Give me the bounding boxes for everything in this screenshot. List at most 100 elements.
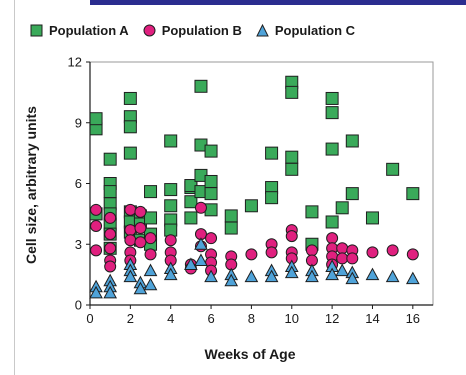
x-tick-label: 10 xyxy=(285,311,299,326)
data-point-square xyxy=(325,142,339,156)
data-point-circle xyxy=(245,248,258,261)
data-point-circle xyxy=(366,246,379,259)
data-point-square xyxy=(144,211,158,225)
header-accent-bar xyxy=(90,0,466,5)
data-point-square xyxy=(123,146,137,160)
data-point-triangle xyxy=(284,265,299,279)
legend-item-population-c: Population C xyxy=(256,23,355,38)
data-point-triangle xyxy=(335,263,350,277)
data-point-triangle xyxy=(194,253,208,266)
data-point-square xyxy=(89,112,103,126)
data-point-circle xyxy=(326,232,339,245)
x-axis-label: Weeks of Age xyxy=(204,346,296,362)
data-point-triangle xyxy=(305,269,319,283)
data-point-triangle xyxy=(123,269,138,283)
data-point-square xyxy=(144,185,158,199)
data-point-square xyxy=(345,187,359,201)
x-tick-label: 6 xyxy=(207,311,214,326)
data-point-square xyxy=(335,201,349,215)
data-point-square xyxy=(285,85,299,99)
data-point-circle xyxy=(124,203,137,216)
data-point-circle xyxy=(124,234,137,247)
data-point-circle xyxy=(134,222,147,235)
data-point-triangle xyxy=(345,271,360,285)
data-point-circle xyxy=(285,230,298,243)
legend-circle-icon xyxy=(143,24,156,36)
data-point-square xyxy=(345,134,359,148)
data-point-square xyxy=(123,91,137,105)
data-point-circle xyxy=(144,232,157,245)
data-point-circle xyxy=(90,203,103,216)
data-point-triangle xyxy=(244,269,259,283)
data-point-triangle xyxy=(224,273,239,287)
data-point-triangle xyxy=(194,237,208,250)
data-point-triangle xyxy=(89,285,103,299)
data-point-square xyxy=(103,185,117,199)
data-point-square xyxy=(325,106,339,120)
data-point-square xyxy=(386,162,400,176)
legend-label-population-c: Population C xyxy=(274,22,356,38)
data-point-square xyxy=(164,183,178,197)
data-point-triangle xyxy=(143,277,158,291)
data-point-circle xyxy=(104,242,117,255)
data-point-triangle xyxy=(264,269,279,283)
data-point-square xyxy=(325,91,339,105)
data-point-square xyxy=(265,191,279,205)
y-tick-label: 3 xyxy=(75,237,82,252)
y-tick-label: 9 xyxy=(75,115,82,130)
data-point-square xyxy=(224,221,238,235)
data-point-circle xyxy=(205,232,218,245)
legend-item-population-a: Population A xyxy=(30,23,129,38)
data-point-triangle xyxy=(143,263,158,277)
y-tick-label: 0 xyxy=(75,298,82,313)
y-axis-label: Cell size, arbitrary units xyxy=(23,106,39,264)
data-point-circle xyxy=(134,236,147,249)
data-point-circle xyxy=(336,252,349,265)
plot-area xyxy=(89,61,434,306)
data-point-square xyxy=(123,120,137,134)
data-point-circle xyxy=(90,220,103,233)
data-point-square xyxy=(244,199,258,213)
legend-label-population-a: Population A xyxy=(49,22,129,38)
data-point-square xyxy=(194,79,208,93)
data-point-triangle xyxy=(163,267,178,281)
legend-square-icon xyxy=(30,24,43,36)
data-point-circle xyxy=(386,244,399,257)
legend: Population A Population B Population C xyxy=(30,20,466,40)
data-point-triangle xyxy=(103,285,118,299)
data-point-square xyxy=(305,205,319,219)
data-point-triangle xyxy=(204,269,218,283)
data-point-circle xyxy=(265,246,278,259)
data-point-square xyxy=(365,211,379,225)
data-point-triangle xyxy=(385,269,400,283)
data-point-square xyxy=(164,134,178,148)
data-point-circle xyxy=(104,228,117,241)
data-point-square xyxy=(224,209,238,223)
data-point-square xyxy=(164,199,178,213)
legend-triangle-icon xyxy=(256,23,269,36)
legend-item-population-b: Population B xyxy=(143,23,242,38)
data-point-square xyxy=(406,187,420,201)
data-point-circle xyxy=(164,234,177,247)
legend-label-population-b: Population B xyxy=(161,22,242,38)
data-point-square xyxy=(285,150,299,164)
data-point-circle xyxy=(90,244,103,257)
data-point-circle xyxy=(406,248,419,261)
data-point-triangle xyxy=(133,281,148,295)
x-tick-label: 0 xyxy=(86,311,93,326)
x-tick-label: 2 xyxy=(127,311,134,326)
data-point-triangle xyxy=(184,257,198,270)
data-point-circle xyxy=(346,252,359,265)
data-point-square xyxy=(204,144,218,158)
data-point-circle xyxy=(144,248,157,261)
data-point-square xyxy=(204,203,218,217)
data-point-square xyxy=(325,215,339,229)
x-tick-label: 14 xyxy=(365,311,379,326)
x-tick-label: 16 xyxy=(406,311,420,326)
data-point-circle xyxy=(194,201,207,214)
data-point-circle xyxy=(104,211,117,224)
data-point-circle xyxy=(305,244,318,257)
data-point-circle xyxy=(124,224,137,237)
data-point-circle xyxy=(134,205,147,218)
